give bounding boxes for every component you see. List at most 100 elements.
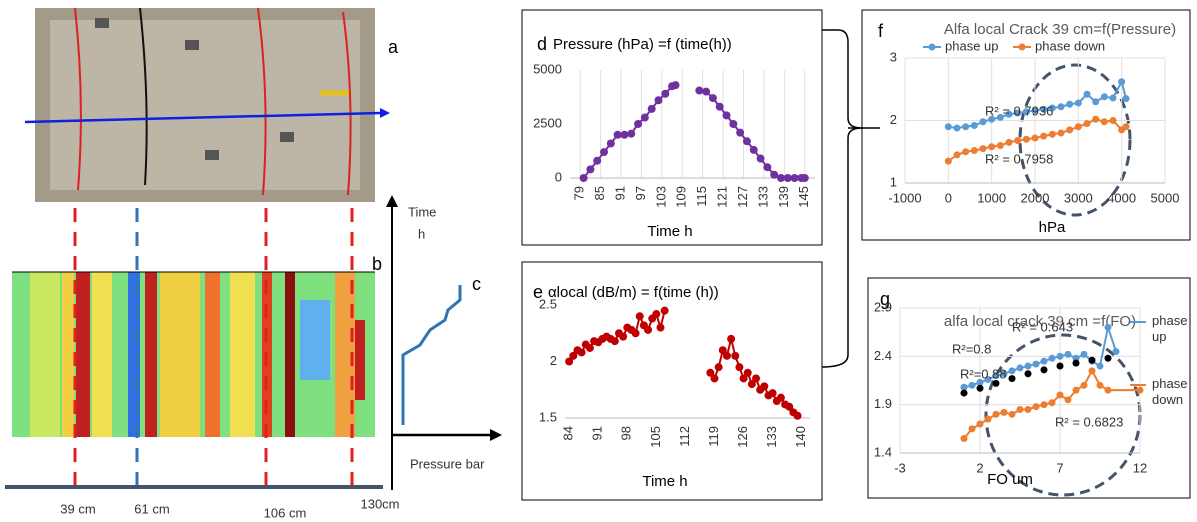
data-point <box>800 174 809 182</box>
data-point <box>743 368 752 377</box>
x-tick-label: 97 <box>633 186 648 200</box>
data-point <box>996 142 1004 149</box>
panel-label: c <box>472 274 481 294</box>
legend-label: phase down <box>1152 376 1187 407</box>
data-point <box>1080 381 1088 389</box>
x-axis-label: FO um <box>987 471 1033 488</box>
data-point <box>976 384 984 392</box>
data-point <box>660 306 669 315</box>
x-axis-label: Time h <box>642 473 687 490</box>
x-tick-label: 133 <box>755 186 770 208</box>
data-point <box>1057 103 1065 111</box>
position-label: 106 cm <box>264 505 307 520</box>
data-point <box>1074 99 1082 107</box>
panel-box <box>867 277 1191 499</box>
data-point <box>793 411 802 420</box>
y-tick-label: 0 <box>555 169 562 184</box>
annotation: R² = 0.6823 <box>1055 414 1123 429</box>
data-point <box>1048 399 1056 407</box>
data-point <box>569 351 578 360</box>
data-point <box>1056 362 1064 370</box>
data-point <box>606 139 615 148</box>
data-point <box>708 94 717 103</box>
legend-label: phase up <box>945 38 999 53</box>
data-point <box>1083 120 1091 128</box>
x-tick-label: 1000 <box>977 190 1006 205</box>
data-point <box>976 378 984 386</box>
axis-label: Pressure bar <box>410 456 485 471</box>
data-point <box>1024 362 1032 370</box>
chart-title: αlocal (dB/m) = f(time (h)) <box>548 284 719 301</box>
data-point <box>1040 132 1048 140</box>
annotation: R² = 0.643 <box>1012 319 1073 334</box>
data-point <box>992 410 1000 418</box>
data-point <box>1040 105 1048 113</box>
data-point <box>1024 406 1032 413</box>
data-point <box>706 368 715 377</box>
crack-line <box>342 11 352 196</box>
legend-swatch <box>1018 43 1026 51</box>
data-point <box>752 374 761 383</box>
legend-swatch <box>928 43 936 51</box>
data-point <box>671 81 680 90</box>
data-point <box>620 130 629 139</box>
series-line <box>947 118 1127 162</box>
data-point <box>962 148 970 156</box>
data-point <box>747 380 756 389</box>
axis-label: Time <box>408 204 436 219</box>
data-point <box>953 124 961 132</box>
stripe <box>355 320 365 400</box>
data-point <box>944 157 952 165</box>
data-point <box>1072 386 1080 394</box>
arrow-head <box>490 429 502 441</box>
series-line <box>948 79 1127 130</box>
data-point <box>970 122 978 129</box>
data-point <box>1066 100 1074 108</box>
data-point <box>1104 354 1112 362</box>
brace <box>821 29 863 368</box>
data-point <box>760 382 769 391</box>
tag <box>205 150 219 160</box>
data-point <box>619 332 628 341</box>
data-point <box>1031 107 1039 114</box>
data-point <box>1014 109 1022 117</box>
data-point <box>979 118 987 126</box>
data-point <box>992 379 1000 387</box>
data-point <box>1000 370 1008 378</box>
heatmap <box>12 271 375 437</box>
data-point <box>635 312 644 321</box>
data-point <box>968 381 976 389</box>
y-tick-label: 2 <box>890 112 897 127</box>
data-point <box>1056 352 1064 360</box>
data-point <box>722 111 731 120</box>
x-tick-label: 119 <box>706 426 721 447</box>
data-point <box>710 374 719 383</box>
data-point <box>776 174 785 182</box>
data-point <box>610 337 619 346</box>
data-point <box>729 120 738 128</box>
y-tick-label: 2.5 <box>539 296 557 311</box>
data-point <box>970 147 978 154</box>
tag <box>280 132 294 142</box>
data-point <box>1064 350 1072 358</box>
data-point <box>579 174 588 182</box>
data-point <box>790 174 799 182</box>
stripe <box>76 272 90 437</box>
data-point <box>718 346 727 355</box>
highlight <box>1018 63 1132 217</box>
data-point <box>1136 386 1144 394</box>
x-tick-label: 2000 <box>1021 190 1050 205</box>
data-point <box>1104 323 1112 331</box>
data-point <box>654 96 663 105</box>
data-point <box>1064 396 1072 404</box>
y-tick-label: 2 <box>550 353 557 368</box>
data-point <box>1031 134 1039 142</box>
annotation: R²=0.8 <box>952 341 991 356</box>
stripe <box>145 272 157 437</box>
data-point <box>1088 356 1096 364</box>
chart-title: Pressure (hPa) =f (time(h)) <box>553 36 732 53</box>
data-point <box>783 174 792 182</box>
data-point <box>979 145 987 153</box>
data-point <box>1072 354 1080 362</box>
data-point <box>1118 78 1126 86</box>
